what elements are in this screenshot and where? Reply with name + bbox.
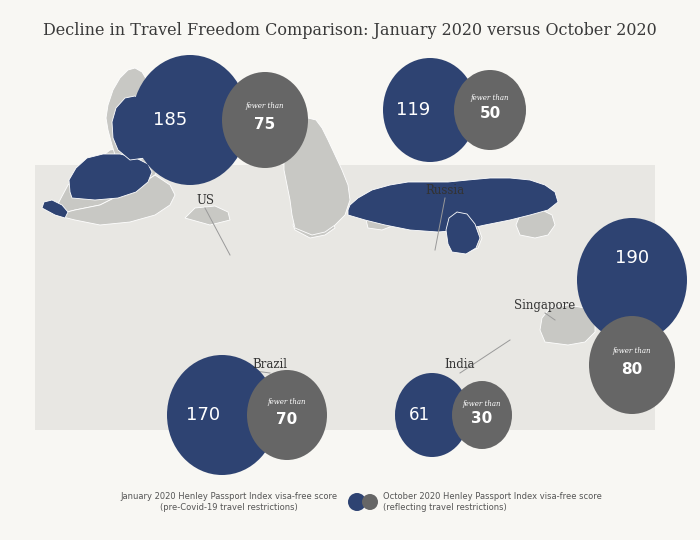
Text: US: US xyxy=(196,193,214,206)
Text: 119: 119 xyxy=(396,101,430,119)
Ellipse shape xyxy=(222,72,308,168)
Text: 50: 50 xyxy=(480,106,500,122)
Text: 190: 190 xyxy=(615,249,649,267)
Polygon shape xyxy=(348,178,558,232)
Polygon shape xyxy=(55,148,160,215)
Text: 70: 70 xyxy=(276,412,298,427)
Polygon shape xyxy=(293,214,335,238)
Ellipse shape xyxy=(395,373,469,457)
Text: fewer than: fewer than xyxy=(470,94,510,102)
Polygon shape xyxy=(112,96,165,160)
Polygon shape xyxy=(42,200,68,218)
Polygon shape xyxy=(69,154,152,200)
Text: 61: 61 xyxy=(409,406,430,424)
Polygon shape xyxy=(516,210,555,238)
Text: Singapore: Singapore xyxy=(514,299,575,312)
Ellipse shape xyxy=(589,316,675,414)
Polygon shape xyxy=(116,148,140,165)
Polygon shape xyxy=(448,216,482,252)
Polygon shape xyxy=(540,305,595,345)
Text: fewer than: fewer than xyxy=(246,103,284,110)
Text: 170: 170 xyxy=(186,406,220,424)
Text: Decline in Travel Freedom Comparison: January 2020 versus October 2020: Decline in Travel Freedom Comparison: Ja… xyxy=(43,22,657,39)
Ellipse shape xyxy=(577,218,687,342)
Polygon shape xyxy=(446,212,480,254)
Text: January 2020 Henley Passport Index visa-free score
(pre-Covid-19 travel restrict: January 2020 Henley Passport Index visa-… xyxy=(120,492,337,512)
Text: 75: 75 xyxy=(254,117,276,132)
Ellipse shape xyxy=(362,494,378,510)
Polygon shape xyxy=(618,342,628,355)
Text: India: India xyxy=(444,359,475,372)
Polygon shape xyxy=(185,206,230,225)
FancyBboxPatch shape xyxy=(35,165,655,430)
Polygon shape xyxy=(284,118,350,235)
Text: fewer than: fewer than xyxy=(463,400,501,408)
Ellipse shape xyxy=(167,355,277,475)
Polygon shape xyxy=(55,175,175,225)
Ellipse shape xyxy=(348,493,366,511)
Text: Brazil: Brazil xyxy=(253,359,288,372)
Ellipse shape xyxy=(383,58,477,162)
Text: October 2020 Henley Passport Index visa-free score
(reflecting travel restrictio: October 2020 Henley Passport Index visa-… xyxy=(383,492,602,512)
Ellipse shape xyxy=(452,381,512,449)
Text: Russia: Russia xyxy=(426,184,465,197)
Polygon shape xyxy=(365,198,400,230)
Text: 80: 80 xyxy=(622,362,643,377)
Text: 185: 185 xyxy=(153,111,187,129)
Text: fewer than: fewer than xyxy=(267,398,307,406)
Ellipse shape xyxy=(454,70,526,150)
Ellipse shape xyxy=(247,370,327,460)
Text: 30: 30 xyxy=(471,411,493,426)
Polygon shape xyxy=(106,68,170,163)
Ellipse shape xyxy=(132,55,248,185)
Text: fewer than: fewer than xyxy=(612,347,651,355)
